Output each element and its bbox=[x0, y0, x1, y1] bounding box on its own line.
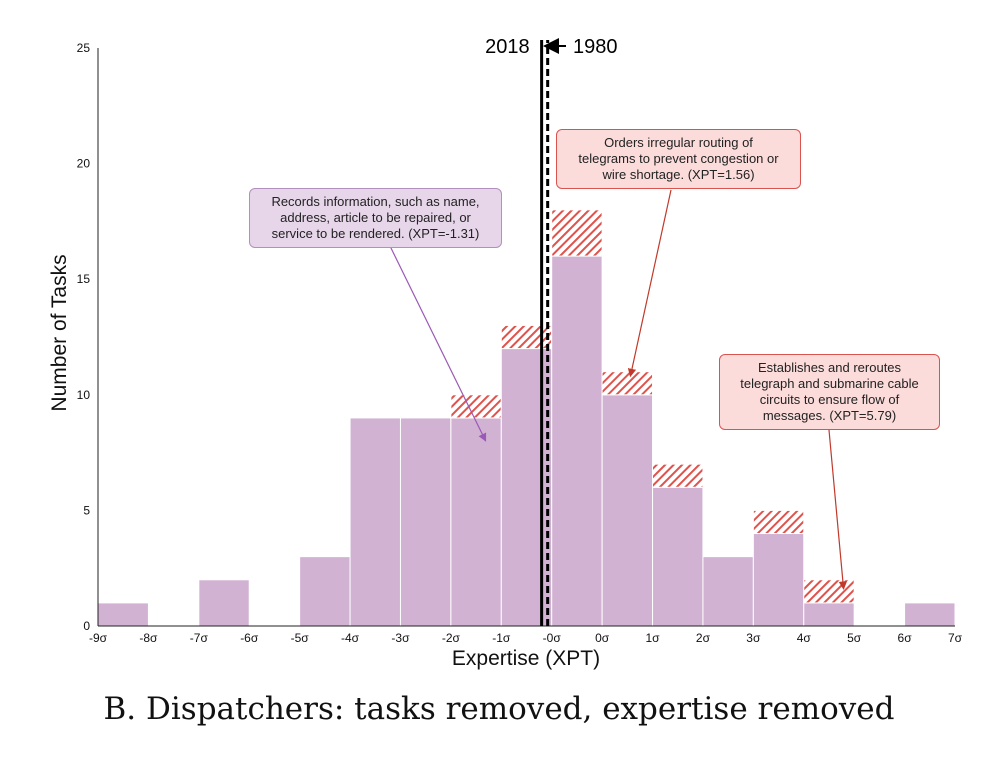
annotation-text-line: circuits to ensure flow of bbox=[759, 392, 900, 407]
y-tick-label: 10 bbox=[77, 388, 91, 402]
x-tick-label: -3σ bbox=[391, 631, 410, 645]
bar-kept bbox=[551, 255, 603, 627]
bar-kept bbox=[904, 602, 956, 627]
x-tick-label: -4σ bbox=[341, 631, 360, 645]
x-tick-label: 0σ bbox=[595, 631, 610, 645]
label-2018: 2018 bbox=[485, 36, 530, 58]
bar-removed bbox=[450, 394, 502, 419]
annotation-arrows bbox=[389, 189, 848, 590]
y-axis-title: Number of Tasks bbox=[48, 254, 71, 411]
bar-removed bbox=[803, 579, 855, 604]
x-tick-label: -7σ bbox=[190, 631, 209, 645]
annotation-text-line: wire shortage. (XPT=1.56) bbox=[602, 167, 755, 182]
annotation-arrow bbox=[627, 189, 672, 378]
annotation-text-line: Records information, such as name, bbox=[271, 194, 480, 209]
figure-caption: B. Dispatchers: tasks removed, expertise… bbox=[103, 691, 895, 727]
x-tick-label: 5σ bbox=[847, 631, 862, 645]
histogram-chart: 0 5 10 15 20 25 -9σ -8σ -7σ -6σ -5σ -4σ -3σ -2σ -1σ -0σ… bbox=[48, 36, 963, 670]
y-tick-label: 0 bbox=[83, 619, 90, 633]
bar-kept bbox=[399, 417, 452, 627]
annotation-arrow bbox=[389, 245, 487, 442]
label-1980: 1980 bbox=[573, 36, 618, 58]
annotation-text-line: messages. (XPT=5.79) bbox=[762, 408, 897, 423]
annotation-establishes: Establishes and reroutes telegraph and su… bbox=[719, 354, 940, 430]
x-tick-label: -0σ bbox=[543, 631, 562, 645]
annotation-text-line: Establishes and reroutes bbox=[757, 360, 902, 375]
annotation-text-line: Orders irregular routing of bbox=[604, 135, 753, 150]
annotation-records: Records information, such as name, addres… bbox=[249, 188, 502, 248]
bar-removed bbox=[500, 324, 553, 350]
x-tick-label: 4σ bbox=[797, 631, 812, 645]
bar-removed bbox=[752, 509, 805, 535]
bar-kept bbox=[97, 602, 149, 627]
bars-layer bbox=[97, 209, 956, 627]
bar-kept bbox=[601, 394, 654, 627]
annotation-text-line: telegrams to prevent congestion or bbox=[578, 151, 779, 166]
bar-kept bbox=[652, 486, 704, 627]
bar-kept bbox=[803, 602, 855, 627]
y-tick-label: 15 bbox=[77, 272, 91, 286]
annotation-text-line: service to be rendered. (XPT=-1.31) bbox=[271, 226, 480, 241]
x-tick-label: -9σ bbox=[89, 631, 108, 645]
x-tick-label: -5σ bbox=[291, 631, 310, 645]
x-tick-label: -1σ bbox=[492, 631, 511, 645]
bar-removed bbox=[551, 209, 603, 257]
bar-kept bbox=[702, 556, 754, 627]
bar-removed bbox=[652, 463, 704, 488]
x-tick-label: -6σ bbox=[240, 631, 259, 645]
era-lines: 2018 1980 bbox=[485, 36, 618, 626]
bar-kept bbox=[752, 533, 805, 627]
annotation-arrow bbox=[828, 429, 848, 590]
bar-kept bbox=[349, 417, 401, 627]
x-tick-label: 1σ bbox=[645, 631, 660, 645]
x-tick-label: -8σ bbox=[139, 631, 158, 645]
y-tick-label: 25 bbox=[77, 41, 91, 55]
x-tick-label: 3σ bbox=[746, 631, 761, 645]
x-tick-label: 7σ bbox=[948, 631, 963, 645]
bar-kept bbox=[500, 348, 553, 627]
x-tick-label: 6σ bbox=[898, 631, 913, 645]
bar-removed bbox=[601, 371, 654, 396]
y-tick-label: 20 bbox=[77, 157, 91, 171]
annotation-text-line: address, article to be repaired, or bbox=[280, 210, 471, 225]
annotation-orders: Orders irregular routing of telegrams to … bbox=[556, 129, 801, 189]
axes-layer: 0 5 10 15 20 25 -9σ -8σ -7σ -6σ -5σ -4σ -3σ -2σ -1σ -0σ… bbox=[77, 41, 963, 645]
x-axis-title: Expertise (XPT) bbox=[452, 647, 600, 670]
bar-kept bbox=[299, 556, 351, 627]
bar-kept bbox=[450, 417, 502, 627]
y-tick-label: 5 bbox=[83, 503, 90, 517]
annotation-text-line: telegraph and submarine cable bbox=[740, 376, 919, 391]
bar-kept bbox=[198, 579, 250, 627]
x-tick-label: -2σ bbox=[442, 631, 461, 645]
x-tick-label: 2σ bbox=[696, 631, 711, 645]
